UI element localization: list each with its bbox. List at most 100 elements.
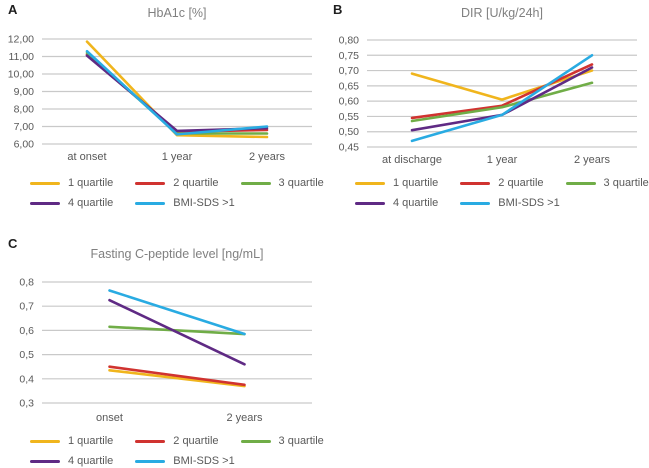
x-tick-label: at discharge bbox=[382, 154, 442, 166]
y-tick-label: 0,3 bbox=[19, 398, 34, 410]
legend-line-swatch bbox=[355, 201, 385, 205]
legend-item: 3 quartile bbox=[240, 435, 324, 447]
legend-line-swatch bbox=[355, 181, 385, 185]
legend-label: 1 quartile bbox=[68, 177, 114, 189]
panel-letter-a: A bbox=[8, 2, 18, 17]
legend-line-swatch bbox=[30, 181, 60, 185]
panel-letter-b: B bbox=[333, 2, 343, 17]
y-tick-label: 0,75 bbox=[339, 50, 360, 62]
series-line-2-quartile bbox=[85, 53, 269, 134]
legend-line-swatch bbox=[135, 459, 166, 463]
series-line-bmi-sds-1 bbox=[85, 49, 269, 136]
legend-line-swatch bbox=[135, 439, 166, 443]
legend-label: 4 quartile bbox=[68, 455, 114, 467]
chart-title-c-peptide: Fasting C-peptide level [ng/mL] bbox=[90, 247, 264, 261]
y-tick-label: 0,4 bbox=[19, 373, 34, 385]
series-line-4-quartile bbox=[85, 54, 269, 133]
y-tick-label: 0,80 bbox=[339, 35, 360, 47]
y-tick-label: 0,7 bbox=[19, 301, 34, 313]
series-line-2-quartile bbox=[410, 63, 594, 120]
legend-item: 1 quartile bbox=[30, 435, 113, 447]
chart-title-hba1c: HbA1c [%] bbox=[147, 6, 207, 20]
legend-item: 2 quartile bbox=[460, 177, 544, 189]
y-tick-label: 8,00 bbox=[14, 104, 35, 116]
y-tick-label: 7,00 bbox=[14, 121, 35, 133]
y-tick-label: 0,45 bbox=[339, 142, 360, 154]
x-tick-label: 2 years bbox=[226, 412, 263, 424]
legend-item: 1 quartile bbox=[30, 177, 113, 189]
y-tick-label: 6,00 bbox=[14, 139, 35, 151]
y-tick-label: 11,00 bbox=[9, 51, 35, 63]
legend-label: 1 quartile bbox=[393, 177, 439, 189]
series-line-bmi-sds-1 bbox=[410, 53, 594, 143]
legend-item: 3 quartile bbox=[565, 177, 649, 189]
legend-item: BMI-SDS >1 bbox=[135, 197, 235, 209]
y-tick-label: 10,00 bbox=[8, 69, 34, 81]
legend-line-swatch bbox=[240, 181, 271, 185]
legend-item: 4 quartile bbox=[355, 197, 438, 209]
panel-a: A HbA1c [%] 12,00 11,00 10,00 9,00 8,00 7,00 6… bbox=[0, 0, 324, 234]
series-line-3-quartile bbox=[108, 325, 246, 336]
y-tick-label: 0,55 bbox=[339, 111, 360, 123]
series-line-4-quartile bbox=[108, 298, 246, 366]
y-tick-label: 0,65 bbox=[339, 80, 360, 92]
y-tick-label: 0,70 bbox=[339, 65, 360, 77]
legend-label: 4 quartile bbox=[393, 197, 439, 209]
y-tick-label: 0,60 bbox=[339, 96, 360, 108]
legend-row: 1 quartile 2 quartile 3 quartile bbox=[30, 435, 324, 447]
y-tick-label: 0,8 bbox=[19, 277, 34, 289]
legend-item: 1 quartile bbox=[355, 177, 438, 189]
legend-item: BMI-SDS >1 bbox=[460, 197, 560, 209]
chart-legend-hba1c: 1 quartile 2 quartile 3 quartile 4 quartile… bbox=[30, 177, 324, 209]
y-tick-label: 9,00 bbox=[14, 86, 35, 98]
legend-item: BMI-SDS >1 bbox=[135, 455, 235, 467]
legend-label: 3 quartile bbox=[603, 177, 649, 189]
legend-line-swatch bbox=[135, 181, 166, 185]
legend-label: BMI-SDS >1 bbox=[498, 197, 560, 209]
legend-line-swatch bbox=[460, 201, 491, 205]
y-tick-label: 0,5 bbox=[19, 349, 34, 361]
legend-item: 4 quartile bbox=[30, 197, 113, 209]
series-line-1-quartile bbox=[410, 69, 594, 101]
legend-item: 4 quartile bbox=[30, 455, 113, 467]
legend-row: 4 quartile BMI-SDS >1 bbox=[30, 455, 324, 467]
series-line-bmi-sds-1 bbox=[108, 289, 246, 336]
chart-legend-c-peptide: 1 quartile 2 quartile 3 quartile 4 quartile… bbox=[30, 435, 324, 467]
legend-label: 1 quartile bbox=[68, 435, 114, 447]
legend-label: BMI-SDS >1 bbox=[173, 455, 235, 467]
legend-label: BMI-SDS >1 bbox=[173, 197, 235, 209]
legend-label: 2 quartile bbox=[173, 435, 219, 447]
x-tick-label: 1 year bbox=[162, 151, 193, 163]
chart-plot-dir: 0,80 0,75 0,70 0,65 0,60 0,55 0,50 0,45 at disch… bbox=[339, 35, 637, 166]
y-tick-label: 0,6 bbox=[19, 325, 34, 337]
series-line-2-quartile bbox=[108, 365, 246, 387]
legend-row: 1 quartile 2 quartile 3 quartile bbox=[30, 177, 324, 189]
panel-b: B DIR [U/kg/24h] 0,80 0,75 0,70 0,65 0,60 0,5… bbox=[325, 0, 649, 234]
legend-line-swatch bbox=[460, 181, 491, 185]
chart-plot-c-peptide: 0,8 0,7 0,6 0,5 0,4 0,3 onset 2 years bbox=[19, 277, 312, 424]
legend-item: 2 quartile bbox=[135, 177, 219, 189]
panel-letter-c: C bbox=[8, 236, 18, 251]
chart-plot-hba1c: 12,00 11,00 10,00 9,00 8,00 7,00 6,00 at onset 1… bbox=[8, 34, 312, 163]
legend-label: 2 quartile bbox=[173, 177, 219, 189]
legend-item: 3 quartile bbox=[240, 177, 324, 189]
x-tick-label: 2 years bbox=[574, 154, 611, 166]
legend-label: 2 quartile bbox=[498, 177, 544, 189]
legend-label: 4 quartile bbox=[68, 197, 114, 209]
x-tick-label: onset bbox=[96, 412, 123, 424]
series-line-3-quartile bbox=[410, 81, 594, 123]
x-tick-label: 1 year bbox=[487, 154, 518, 166]
legend-row: 4 quartile BMI-SDS >1 bbox=[30, 197, 324, 209]
legend-label: 3 quartile bbox=[278, 435, 324, 447]
legend-line-swatch bbox=[30, 201, 60, 205]
series-line-1-quartile bbox=[108, 369, 246, 388]
chart-title-dir: DIR [U/kg/24h] bbox=[461, 6, 543, 20]
y-tick-label: 0,50 bbox=[339, 126, 360, 138]
legend-line-swatch bbox=[565, 181, 596, 185]
panel-c: C Fasting C-peptide level [ng/mL] 0,8 0,7… bbox=[0, 234, 324, 468]
y-tick-label: 12,00 bbox=[8, 34, 34, 46]
legend-line-swatch bbox=[30, 459, 60, 463]
legend-item: 2 quartile bbox=[135, 435, 219, 447]
chart-legend-dir: 1 quartile 2 quartile 3 quartile 4 quartile… bbox=[355, 177, 649, 209]
